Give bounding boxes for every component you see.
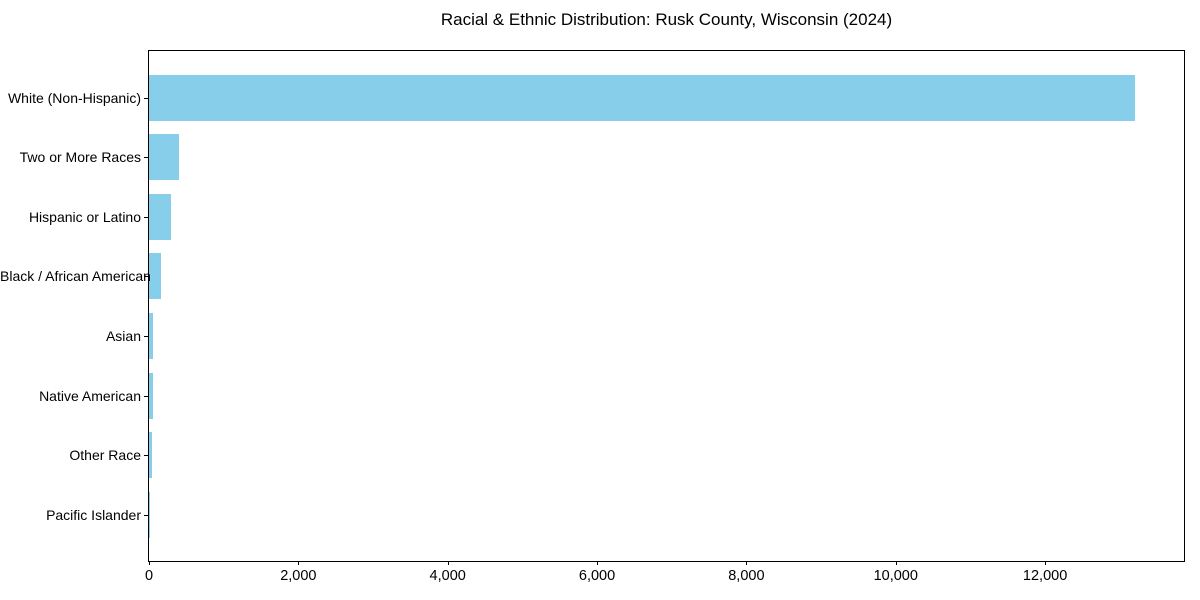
xtick-mark bbox=[597, 561, 599, 565]
ytick-mark bbox=[144, 216, 148, 218]
xtick-mark bbox=[895, 561, 897, 565]
ytick-label-native-american: Native American bbox=[39, 387, 141, 404]
ytick-mark bbox=[144, 514, 148, 516]
bar-hispanic-or-latino bbox=[149, 193, 171, 240]
xtick-label-12-000: 12,000 bbox=[1022, 568, 1068, 584]
xtick-label-4-000: 4,000 bbox=[429, 568, 466, 584]
ytick-mark bbox=[144, 157, 148, 159]
ytick-label-white-non-hispanic: White (Non-Hispanic) bbox=[7, 89, 141, 106]
xtick-mark bbox=[1045, 561, 1047, 565]
xtick-mark bbox=[298, 561, 300, 565]
ytick-label-asian: Asian bbox=[105, 328, 141, 345]
xtick-mark bbox=[149, 561, 150, 565]
xtick-label-8-000: 8,000 bbox=[728, 568, 765, 584]
bar-two-or-more-races bbox=[149, 134, 179, 181]
xtick-mark bbox=[447, 561, 449, 565]
plot-area bbox=[148, 50, 1185, 562]
bar-asian bbox=[149, 313, 154, 360]
bar-black-african-american bbox=[149, 253, 161, 300]
bar-white-non-hispanic bbox=[149, 74, 1135, 121]
xtick-label-0: 0 bbox=[144, 568, 154, 584]
bar-native-american bbox=[149, 372, 154, 419]
bar-other-race bbox=[149, 432, 152, 479]
ytick-mark bbox=[144, 276, 148, 278]
ytick-mark bbox=[144, 395, 148, 397]
xtick-label-6-000: 6,000 bbox=[578, 568, 616, 584]
xtick-mark bbox=[746, 561, 748, 565]
ytick-label-black-african-american: Black / African American bbox=[0, 268, 151, 285]
chart-title: Racial & Ethnic Distribution: Rusk Count… bbox=[440, 10, 893, 29]
ytick-mark bbox=[144, 97, 148, 99]
ytick-label-hispanic-or-latino: Hispanic or Latino bbox=[28, 208, 141, 225]
ytick-label-other-race: Other Race bbox=[69, 447, 141, 464]
ytick-label-pacific-islander: Pacific Islander bbox=[46, 506, 141, 523]
xtick-label-2-000: 2,000 bbox=[280, 568, 317, 584]
ytick-label-two-or-more-races: Two or More Races bbox=[19, 149, 141, 166]
xtick-label-10-000: 10,000 bbox=[873, 568, 918, 584]
ytick-mark bbox=[144, 336, 148, 338]
ytick-mark bbox=[144, 455, 148, 457]
